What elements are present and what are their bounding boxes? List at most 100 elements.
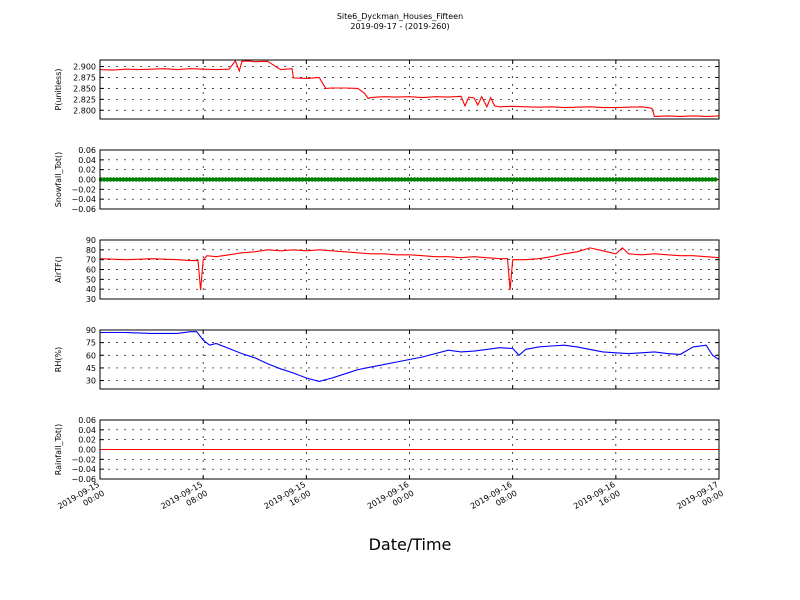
series-marker	[380, 177, 385, 182]
y-tick-label: 60	[86, 266, 96, 275]
series-marker	[233, 177, 238, 182]
series-marker	[271, 177, 276, 182]
y-axis-title: P(unitless)	[54, 68, 63, 110]
series-marker	[258, 177, 264, 182]
series-marker	[479, 177, 484, 182]
panel-frame	[99, 149, 720, 210]
series-marker	[534, 177, 539, 182]
y-tick-label: 75	[86, 339, 96, 348]
series-marker	[140, 177, 145, 182]
y-tick-label: 0.04	[78, 426, 96, 435]
y-tick-label: 50	[86, 275, 96, 284]
series-marker	[265, 177, 270, 182]
series-line	[99, 247, 720, 291]
series-marker	[409, 177, 414, 182]
series-marker	[332, 177, 337, 182]
series-marker	[268, 177, 273, 182]
series-marker	[514, 177, 520, 182]
series-marker	[626, 177, 632, 182]
series-marker	[562, 177, 568, 182]
series-marker	[242, 177, 248, 182]
series-marker	[239, 177, 244, 182]
series-marker	[114, 177, 120, 182]
series-marker	[281, 177, 286, 182]
series-marker	[230, 177, 235, 182]
series-marker	[402, 177, 408, 182]
series-marker	[194, 177, 200, 182]
y-tick-label: −0.04	[71, 465, 96, 474]
y-tick-label: −0.02	[71, 185, 96, 194]
series-marker	[690, 177, 696, 182]
series-marker	[607, 177, 612, 182]
series-line	[100, 331, 720, 382]
series-marker	[546, 177, 552, 182]
series-marker	[585, 177, 590, 182]
series-marker	[703, 177, 708, 182]
series-marker	[153, 177, 158, 182]
series-marker	[335, 177, 340, 182]
series-marker	[713, 177, 718, 182]
series-marker	[639, 177, 644, 182]
series-marker	[169, 177, 174, 182]
series-marker	[598, 177, 603, 182]
series-marker	[527, 177, 532, 182]
series-marker	[524, 177, 529, 182]
series-marker	[105, 177, 110, 182]
panel-frame	[99, 419, 720, 480]
series-marker	[674, 177, 680, 182]
panel-5: −0.06−0.04−0.020.000.020.040.06 Rainfall_…	[54, 416, 720, 484]
series-marker	[492, 177, 497, 182]
series-marker	[210, 177, 216, 182]
series-marker	[415, 177, 420, 182]
series-marker	[694, 177, 699, 182]
series-marker	[489, 177, 494, 182]
series-marker	[226, 177, 232, 182]
series-marker	[543, 177, 548, 182]
series-marker	[505, 177, 510, 182]
panel-frame	[99, 239, 720, 300]
series-marker	[601, 177, 606, 182]
y-tick-label: 80	[86, 246, 96, 255]
series-marker	[290, 177, 296, 182]
series-marker	[358, 177, 363, 182]
series-marker	[655, 177, 660, 182]
series-marker	[540, 177, 545, 182]
y-tick-label: 2.825	[73, 95, 96, 104]
series-marker	[118, 177, 123, 182]
series-marker	[658, 177, 664, 182]
series-marker	[236, 177, 241, 182]
panel-frame	[99, 329, 720, 390]
series-marker	[502, 177, 507, 182]
series-line	[99, 59, 720, 117]
series-marker	[121, 177, 126, 182]
series-marker	[511, 177, 516, 182]
y-tick-label: 40	[86, 285, 96, 294]
series-marker	[454, 177, 459, 182]
series-marker	[550, 177, 555, 182]
series-marker	[313, 177, 318, 182]
series-marker	[495, 177, 500, 182]
y-tick-label: 30	[86, 295, 96, 304]
series-marker	[274, 177, 280, 182]
series-marker	[306, 177, 312, 182]
y-axis-title: AirTF()	[54, 256, 63, 283]
series-marker	[470, 177, 475, 182]
series-marker	[591, 177, 596, 182]
y-tick-label: 2.875	[73, 73, 96, 82]
series-marker	[204, 177, 209, 182]
series-marker	[284, 177, 289, 182]
series-marker	[649, 177, 654, 182]
series-marker	[406, 177, 411, 182]
series-marker	[434, 177, 440, 182]
series-marker	[463, 177, 468, 182]
series-marker	[361, 177, 366, 182]
series-marker	[537, 177, 542, 182]
series-marker	[486, 177, 491, 182]
series-marker	[559, 177, 564, 182]
series-marker	[633, 177, 638, 182]
series-marker	[620, 177, 625, 182]
x-tick-label: 2019-09-1516:00	[263, 480, 313, 520]
